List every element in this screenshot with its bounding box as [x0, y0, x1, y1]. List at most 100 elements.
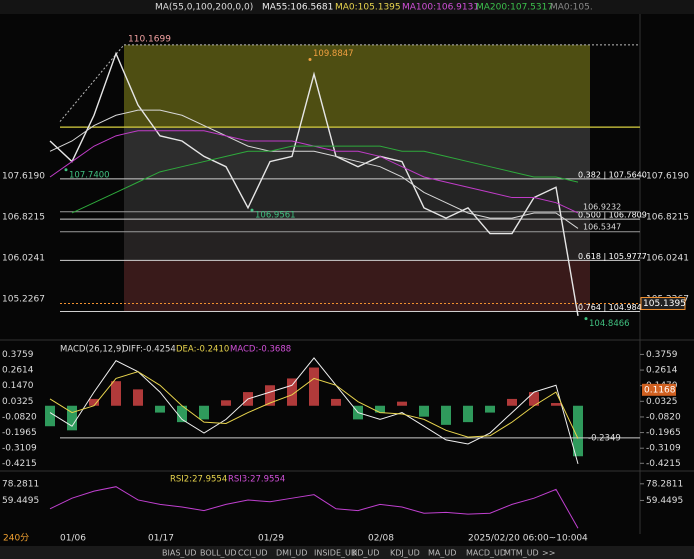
y-tick-label: 0.0325 [2, 397, 34, 407]
y-tick-label: 78.2811 [646, 479, 683, 489]
x-tick-label: 01/17 [148, 534, 174, 544]
panel-title: MACD(26,12,9) [60, 345, 125, 355]
macd-bar [573, 405, 583, 457]
panel-title: RSI2:27.9554 [170, 475, 227, 485]
y-tick-label: 0.3759 [646, 350, 678, 360]
macd-bar [67, 405, 77, 431]
indicator-tab[interactable]: MACD_UD [466, 549, 506, 558]
x-tick-label: 01/29 [258, 534, 284, 544]
ma100-label: MA100:106.9131 [402, 3, 479, 13]
y-tick-label: 59.4495 [646, 496, 683, 506]
macd-bar [133, 389, 143, 406]
indicator-tab[interactable]: CCI_UD [238, 549, 268, 558]
last-price-label: 105.1395 [643, 299, 686, 309]
macd-bar [529, 392, 539, 406]
indicator-tab[interactable]: BOLL_UD [200, 549, 237, 558]
annotation: 107.7400 [69, 170, 110, 180]
y-tick-label: 0.0325 [646, 397, 678, 407]
fib-level-label: 0.382 | 107.5640 [578, 170, 647, 179]
macd-bar [331, 398, 341, 406]
macd-bar [419, 405, 429, 417]
highlight-box [642, 383, 676, 396]
macd-bar [199, 405, 209, 420]
panel-subtitle: RSI3:27.9554 [228, 475, 285, 485]
y-tick-label: -0.3109 [646, 444, 681, 454]
annotation: 106.9561 [255, 211, 296, 221]
y-tick-label: 59.4495 [2, 496, 39, 506]
toolbar [0, 0, 694, 14]
indicator-tab[interactable]: BIAS_UD [162, 549, 196, 558]
y-tick-label: -0.1965 [2, 428, 37, 438]
y-tick-label: 106.8215 [646, 213, 689, 223]
date-range: 2025/02/20 06:00~10:00 [468, 534, 582, 544]
series-line [49, 486, 579, 529]
macd-bar [155, 405, 165, 413]
count: 4 [582, 534, 588, 544]
annotation-marker [250, 208, 254, 212]
y-tick-label: 0.2614 [646, 366, 678, 376]
annotation: 104.8466 [589, 319, 630, 329]
y-tick-label: 0.2614 [2, 366, 34, 376]
fib-zone [124, 260, 590, 312]
indicator-tab[interactable]: KD_UD [352, 549, 379, 558]
fib-zone [124, 178, 590, 220]
y-tick-label: -0.4215 [2, 459, 37, 469]
ma0-label: MA0:105.1395 [335, 3, 401, 13]
annotation: 109.8847 [313, 49, 354, 59]
macd-bar [485, 405, 495, 413]
fib-zone [124, 44, 590, 128]
fib-trend-line [59, 44, 125, 122]
macd-bar [287, 378, 297, 406]
annotation-marker [584, 317, 588, 321]
ma-params: MA(55,0,100,200,0,0) [155, 3, 253, 13]
indicator-tab[interactable]: INSIDE_UD [314, 549, 357, 558]
macd-bar [265, 385, 275, 406]
y-tick-label: 78.2811 [2, 479, 39, 489]
y-tick-label: 0.3759 [2, 350, 34, 360]
annotation-marker [308, 58, 312, 62]
y-tick-label: 107.6190 [2, 172, 45, 182]
macd-label: MACD:-0.3688 [230, 345, 291, 355]
series-line [49, 371, 579, 439]
ma55-label: MA55:106.5681 [262, 3, 333, 13]
ma200-label: MA200:107.5317 [476, 3, 553, 13]
ma0-cut-label: MA0:105. [550, 3, 593, 13]
tab-bar [0, 546, 694, 559]
fib-level-label: 0.618 | 105.9777 [578, 252, 647, 261]
indicator-tab[interactable]: DMI_UD [276, 549, 307, 558]
indicator-tab[interactable]: KDJ_UD [390, 549, 420, 558]
level-label: 106.9232 [583, 202, 621, 211]
period[interactable]: 240分 [3, 533, 29, 544]
macd-bar [221, 400, 231, 406]
macd-bar [507, 398, 517, 406]
fib-top-label: 110.1699 [128, 34, 171, 44]
level-label: 106.5347 [583, 222, 621, 231]
y-tick-label: -0.0820 [646, 412, 681, 422]
macd-bar [441, 405, 451, 425]
y-tick-label: -0.0820 [2, 412, 37, 422]
highlight-label: 0.1168 [644, 385, 676, 395]
series-line [71, 145, 579, 214]
indicator-tab[interactable]: MA_UD [428, 549, 456, 558]
last-price-box [640, 297, 686, 311]
fib-zone [124, 219, 590, 261]
y-tick-label: 0.1470 [2, 381, 34, 391]
macd-bar [89, 398, 99, 406]
macd-bar [45, 405, 55, 427]
y-tick-label: -0.3109 [2, 444, 37, 454]
y-tick-label: 105.2267 [2, 295, 45, 305]
indicator-tab[interactable]: MTM_UD [504, 549, 539, 558]
x-tick-label: 02/08 [368, 534, 394, 544]
fib-zone [124, 127, 590, 179]
macd-bar [111, 381, 121, 406]
indicator-tab[interactable]: >> [542, 549, 555, 558]
x-tick-label: 01/06 [60, 534, 86, 544]
macd-bar [309, 367, 319, 406]
macd-bar [397, 401, 407, 406]
fib-level-label: 0.764 | 104.9840 [578, 303, 647, 312]
y-tick-label: -0.4215 [646, 459, 681, 469]
y-tick-label: 106.0241 [646, 254, 689, 264]
y-tick-label: -0.1965 [646, 428, 681, 438]
marker-label: -0.2349 [588, 433, 621, 443]
